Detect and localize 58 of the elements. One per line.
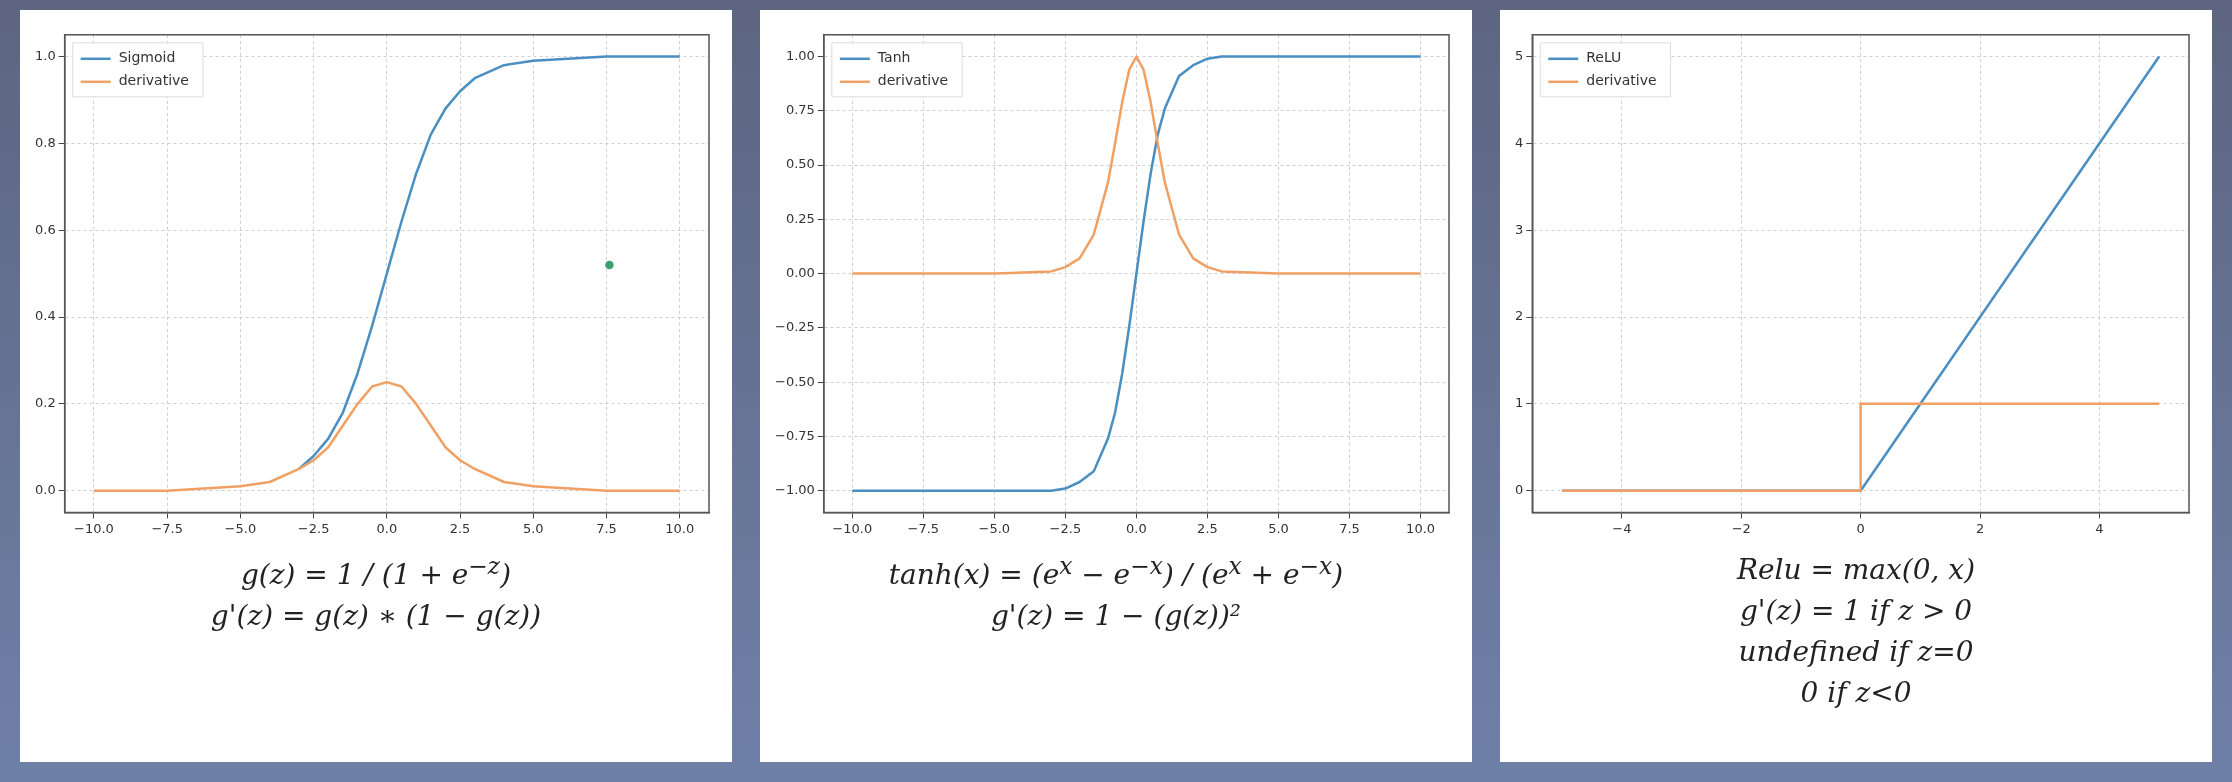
text: g'(z) = 1 − (g(z))² xyxy=(989,598,1243,634)
x-tick-label: −5.0 xyxy=(978,520,1011,536)
y-tick-label: 4 xyxy=(1514,134,1524,150)
legend-label: derivative xyxy=(1586,72,1657,89)
legend-label: derivative xyxy=(118,72,189,89)
y-tick-label: 1.0 xyxy=(34,47,56,63)
text: g(z) = 1 / (1 + e$^{−z}$) xyxy=(239,552,513,593)
text: Relu = max(0, x) xyxy=(1735,552,1977,587)
y-tick-label: −0.50 xyxy=(774,373,815,389)
x-tick-label: 0.0 xyxy=(1126,520,1147,536)
y-tick-label: 1.00 xyxy=(785,47,815,63)
x-tick-label: 10.0 xyxy=(1406,520,1436,536)
x-tick-label: −2.5 xyxy=(1049,520,1082,536)
legend-label: ReLU xyxy=(1586,49,1622,66)
legend-label: derivative xyxy=(877,72,949,89)
x-tick-label: 5.0 xyxy=(1268,520,1289,536)
y-tick-label: 1 xyxy=(1514,395,1524,411)
x-tick-label: 7.5 xyxy=(596,520,617,536)
x-tick-label: 7.5 xyxy=(1339,520,1360,536)
y-tick-label: −0.75 xyxy=(774,427,815,443)
x-tick-label: 4 xyxy=(2095,520,2104,536)
y-tick-label: 2 xyxy=(1514,308,1524,324)
y-tick-label: 0 xyxy=(1514,482,1524,498)
y-tick-label: 0.6 xyxy=(34,221,56,237)
y-tick-label: −0.25 xyxy=(774,319,815,335)
x-tick-label: −7.5 xyxy=(151,520,183,536)
y-tick-label: 3 xyxy=(1514,221,1524,237)
x-tick-label: −2 xyxy=(1731,520,1751,536)
y-tick-label: 5 xyxy=(1514,47,1524,63)
y-tick-label: 0.75 xyxy=(785,102,815,118)
x-tick-label: −10.0 xyxy=(74,520,114,536)
y-tick-label: 0.25 xyxy=(785,210,815,226)
text: g'(z) = g(z) ∗ (1 − g(z)) xyxy=(209,598,543,634)
y-tick-label: 0.0 xyxy=(34,482,56,498)
y-tick-label: 0.2 xyxy=(34,395,56,411)
x-tick-label: 0 xyxy=(1856,520,1865,536)
legend-label: Tanh xyxy=(876,49,911,66)
y-tick-label: 0.50 xyxy=(785,156,815,172)
text: 0 if z<0 xyxy=(1799,675,1913,710)
x-tick-label: 5.0 xyxy=(522,520,544,536)
y-tick-label: 0.8 xyxy=(34,134,56,150)
x-tick-label: −4 xyxy=(1612,520,1632,536)
y-tick-label: −1.00 xyxy=(774,482,815,498)
y-tick-label: 0.00 xyxy=(785,264,815,280)
x-tick-label: 2.5 xyxy=(1197,520,1218,536)
x-tick-label: 2 xyxy=(1975,520,1985,536)
x-tick-label: −7.5 xyxy=(907,520,940,536)
text: g'(z) = 1 if z > 0 xyxy=(1738,593,1974,628)
x-tick-label: 0.0 xyxy=(376,520,398,536)
text: tanh(x) = (e$^{x}$ − e$^{−x}$) / (e$^{x}$ + e$^{−x}$) xyxy=(888,552,1344,592)
x-tick-label: −2.5 xyxy=(297,520,330,536)
x-tick-label: −5.0 xyxy=(224,520,257,536)
legend-label: Sigmoid xyxy=(118,49,176,66)
y-tick-label: 0.4 xyxy=(34,308,56,324)
x-tick-label: 2.5 xyxy=(449,520,471,536)
x-tick-label: 10.0 xyxy=(665,520,695,536)
x-tick-label: −10.0 xyxy=(832,520,873,536)
text: undefined if z=0 xyxy=(1737,634,1975,669)
